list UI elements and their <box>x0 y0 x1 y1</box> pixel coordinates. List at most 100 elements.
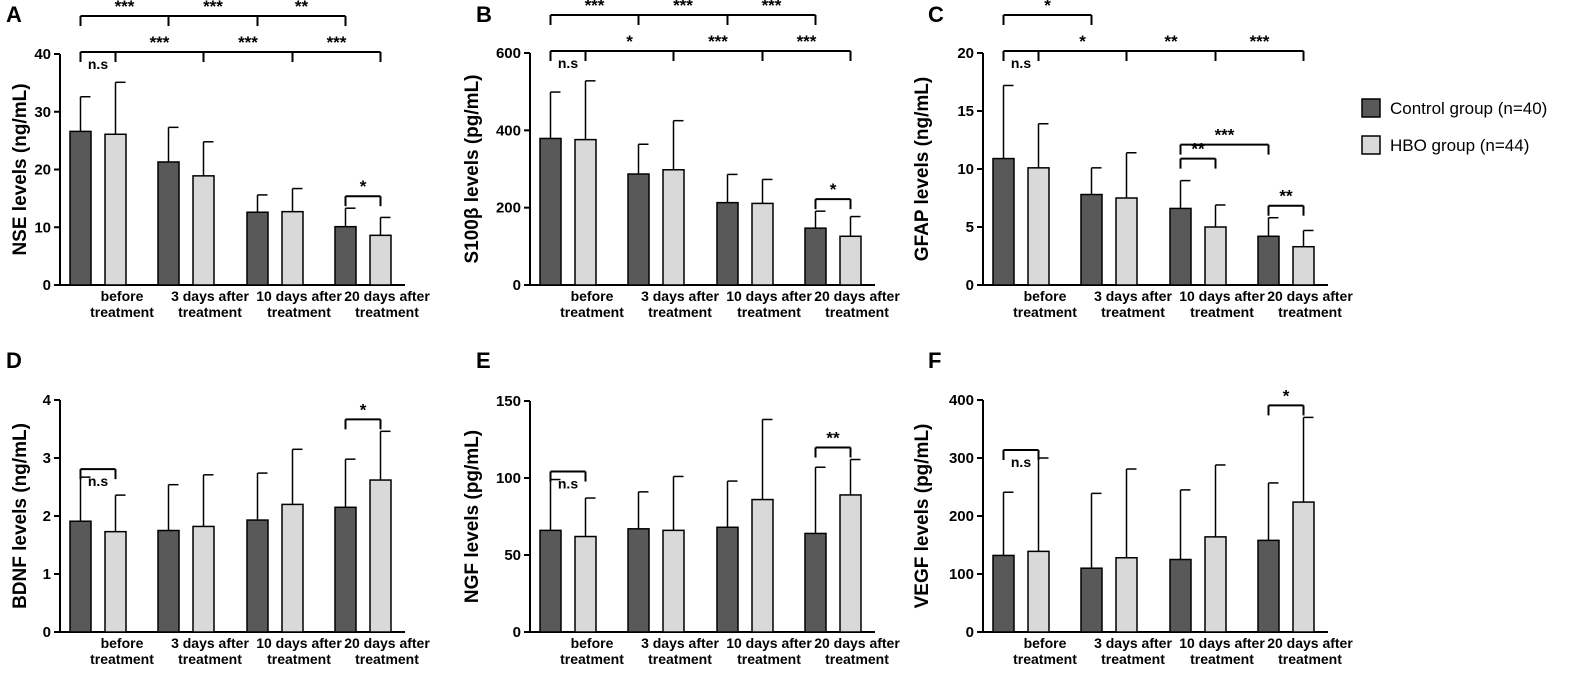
y-tick-label: 10 <box>34 219 51 236</box>
y-tick-label: 200 <box>949 508 974 525</box>
x-category-label: treatment <box>825 304 889 320</box>
x-category-label: treatment <box>355 651 419 667</box>
bar-control-3 <box>1169 207 1192 286</box>
bar-control-4 <box>804 227 827 286</box>
y-tick-label: 0 <box>513 277 521 294</box>
bar-control-1 <box>539 529 562 633</box>
bar-control-2 <box>1080 567 1103 633</box>
bar-control-2 <box>627 173 650 286</box>
x-category-label: treatment <box>1278 651 1342 667</box>
y-tick-label: 4 <box>43 392 52 409</box>
bar-hbo-1 <box>1027 167 1050 286</box>
x-category-label: 20 days after <box>814 288 900 304</box>
significance-label: *** <box>238 33 258 52</box>
x-category-label: treatment <box>90 304 154 320</box>
significance-label: *** <box>762 0 782 15</box>
x-category-label: before <box>571 288 614 304</box>
bar-hbo-3 <box>1204 536 1227 633</box>
bar-control-2 <box>1080 193 1103 286</box>
bar-hbo-2 <box>662 169 685 286</box>
y-tick-label: 0 <box>966 277 974 294</box>
significance-label: n.s <box>88 56 108 72</box>
y-tick-label: 3 <box>43 450 51 467</box>
y-tick-label: 200 <box>496 200 521 217</box>
significance-label: *** <box>1215 126 1235 145</box>
legend: Control group (n=40) HBO group (n=44) <box>1361 98 1547 155</box>
x-category-label: before <box>571 635 614 651</box>
y-axis-label: GFAP levels (ng/mL) <box>912 77 933 261</box>
significance-label: *** <box>1250 32 1270 51</box>
x-category-label: treatment <box>90 651 154 667</box>
bar-hbo-3 <box>281 210 304 286</box>
y-tick-label: 400 <box>496 122 521 139</box>
x-category-label: treatment <box>648 304 712 320</box>
x-category-label: treatment <box>267 651 331 667</box>
panel-letter: A <box>6 2 22 27</box>
bar-hbo-2 <box>192 525 215 633</box>
significance-label: * <box>1044 0 1051 15</box>
x-category-label: 10 days after <box>1179 288 1265 304</box>
x-category-label: treatment <box>178 304 242 320</box>
y-tick-label: 0 <box>513 624 521 641</box>
legend-label-control: Control group (n=40) <box>1390 99 1547 118</box>
x-category-label: 10 days after <box>726 288 812 304</box>
x-category-label: 20 days after <box>1267 288 1353 304</box>
bar-control-4 <box>334 225 357 286</box>
bar-control-4 <box>1257 539 1280 633</box>
significance-label: *** <box>115 0 135 16</box>
x-category-label: 3 days after <box>171 635 249 651</box>
bar-control-3 <box>716 526 739 633</box>
significance-label: *** <box>203 0 223 16</box>
x-category-label: treatment <box>560 651 624 667</box>
significance-bracket: * <box>1002 0 1093 25</box>
x-category-label: 20 days after <box>1267 635 1353 651</box>
y-tick-label: 0 <box>43 624 51 641</box>
significance-bracket: n.s *** *** *** <box>79 33 382 72</box>
significance-label: ** <box>1279 187 1293 206</box>
significance-label: * <box>1283 386 1290 405</box>
x-category-label: 3 days after <box>171 288 249 304</box>
x-category-label: 3 days after <box>1094 635 1172 651</box>
significance-label: ** <box>1164 32 1178 51</box>
panel-letter: D <box>6 348 22 373</box>
y-tick-label: 5 <box>966 219 974 236</box>
y-tick-label: 15 <box>957 103 974 120</box>
legend-swatch-control <box>1361 98 1381 118</box>
significance-label: ** <box>826 429 840 448</box>
y-tick-label: 20 <box>34 162 51 179</box>
bar-control-4 <box>1257 235 1280 286</box>
significance-bracket: * <box>1267 386 1305 416</box>
significance-label: n.s <box>88 473 108 489</box>
significance-label: *** <box>150 33 170 52</box>
significance-bracket: ** <box>814 429 852 458</box>
bar-hbo-4 <box>369 479 392 633</box>
significance-label: * <box>360 177 367 196</box>
bar-hbo-4 <box>1292 245 1315 286</box>
y-tick-label: 50 <box>504 547 521 564</box>
x-category-label: treatment <box>267 304 331 320</box>
x-category-label: 3 days after <box>641 288 719 304</box>
bar-control-2 <box>157 529 180 633</box>
significance-label: *** <box>708 32 728 51</box>
significance-bracket: n.s <box>79 468 117 489</box>
bar-hbo-1 <box>104 530 127 633</box>
significance-label: n.s <box>558 55 578 71</box>
x-category-label: 20 days after <box>344 288 430 304</box>
bar-hbo-1 <box>1027 550 1050 633</box>
significance-bracket: *** *** *** <box>549 0 817 25</box>
y-tick-label: 300 <box>949 450 974 467</box>
bar-hbo-3 <box>751 498 774 633</box>
significance-label: * <box>626 32 633 51</box>
y-tick-label: 20 <box>957 45 974 62</box>
panel-letter: B <box>476 2 492 27</box>
significance-label: *** <box>585 0 605 15</box>
bar-control-1 <box>539 137 562 286</box>
bar-control-1 <box>992 157 1015 286</box>
